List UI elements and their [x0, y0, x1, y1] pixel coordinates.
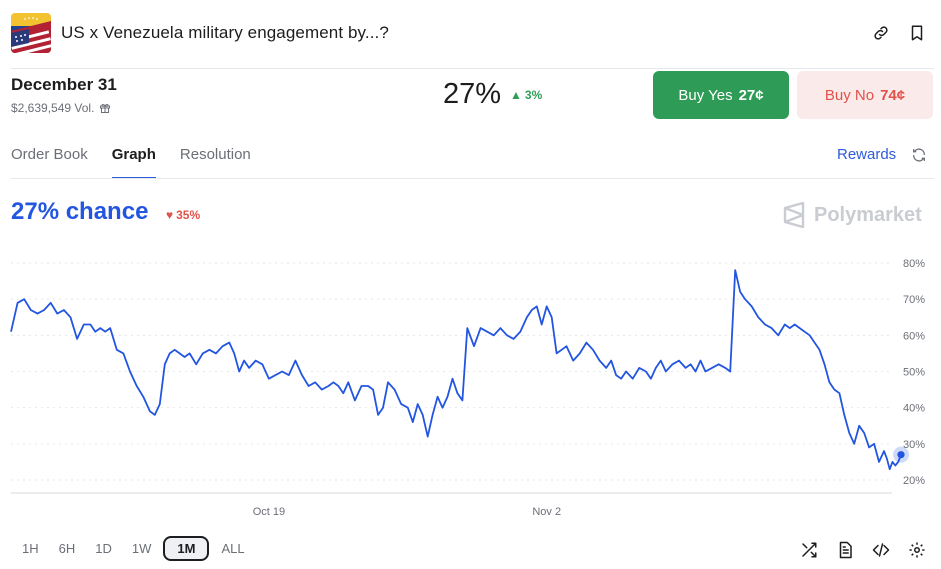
tabs-divider	[11, 178, 934, 179]
y-tick-label: 20%	[903, 475, 925, 487]
y-tick-label: 60%	[903, 330, 925, 342]
current-point	[897, 451, 905, 459]
document-icon[interactable]	[836, 541, 854, 559]
heart-down-icon: ♥	[166, 208, 174, 222]
shuffle-icon[interactable]	[800, 541, 818, 559]
x-tick-label: Nov 2	[532, 506, 561, 518]
market-flag-image	[11, 13, 51, 53]
y-tick-label: 50%	[903, 367, 925, 379]
y-tick-label: 40%	[903, 403, 925, 415]
y-tick-label: 70%	[903, 294, 925, 306]
y-tick-label: 80%	[903, 258, 925, 270]
probability-change: ▲ 3%	[510, 88, 542, 102]
refresh-icon[interactable]	[911, 147, 927, 163]
range-1d[interactable]: 1D	[95, 541, 112, 556]
buy-yes-price: 27¢	[738, 86, 764, 104]
probability-value: 27%	[443, 78, 502, 110]
range-1h[interactable]: 1H	[22, 541, 39, 556]
polymarket-logo-icon	[783, 202, 805, 228]
tab-graph[interactable]: Graph	[111, 146, 156, 179]
rewards-link[interactable]: Rewards	[837, 146, 897, 163]
price-chart[interactable]: 80% 70% 60% 50% 40% 30% 20% Oct 19 Nov 2	[0, 250, 941, 525]
header-divider	[11, 68, 934, 69]
polymarket-watermark: Polymarket	[782, 202, 922, 228]
watermark-text: Polymarket	[814, 203, 922, 226]
probability-change-value: 3%	[524, 88, 543, 102]
outcome-date-title: December 31	[11, 75, 117, 94]
market-tabs: Order Book Graph Resolution	[11, 146, 251, 179]
market-header: US x Venezuela military engagement by...…	[0, 0, 941, 68]
volume-text: $2,639,549 Vol.	[11, 101, 95, 115]
settings-icon[interactable]	[908, 541, 926, 559]
y-tick-label: 30%	[903, 439, 925, 451]
range-1m[interactable]: 1M	[163, 536, 210, 561]
triangle-up-icon: ▲	[510, 88, 522, 102]
volume-info: $2,639,549 Vol.	[11, 101, 111, 115]
buy-no-price: 74¢	[880, 86, 906, 104]
buy-no-label: Buy No	[824, 86, 875, 104]
chance-change-value: 35%	[176, 208, 201, 222]
range-1w[interactable]: 1W	[131, 541, 152, 556]
tab-order-book[interactable]: Order Book	[11, 146, 88, 163]
buy-yes-label: Buy Yes	[678, 86, 733, 104]
x-tick-label: Oct 19	[253, 506, 285, 518]
range-6h[interactable]: 6H	[58, 541, 76, 556]
gift-icon[interactable]	[99, 102, 111, 114]
code-icon[interactable]	[872, 541, 890, 559]
bookmark-icon[interactable]	[908, 24, 926, 42]
chance-label: 27% chance	[11, 198, 149, 225]
range-all[interactable]: ALL	[221, 541, 245, 556]
buy-no-button[interactable]: Buy No 74¢	[797, 71, 933, 119]
series-line	[10, 269, 902, 471]
market-title: US x Venezuela military engagement by...…	[61, 23, 389, 42]
time-range-selector: 1H 6H 1D 1W 1M ALL	[14, 536, 253, 561]
link-icon[interactable]	[872, 24, 890, 42]
tab-resolution[interactable]: Resolution	[179, 146, 251, 163]
chance-change: ♥ 35%	[166, 208, 200, 222]
buy-yes-button[interactable]: Buy Yes 27¢	[653, 71, 789, 119]
